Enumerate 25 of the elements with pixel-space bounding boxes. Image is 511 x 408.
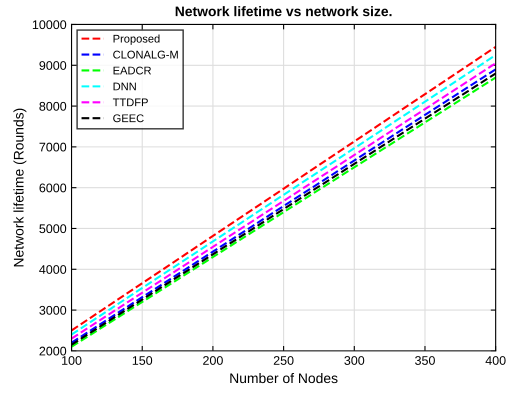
y-tick-label: 5000: [39, 224, 66, 234]
y-tick-label: 2000: [40, 346, 66, 356]
y-tick-label: 4000: [39, 265, 66, 274]
y-tick-label: 3000: [39, 306, 66, 315]
legend-label: TTDFP: [112, 98, 148, 106]
x-tick-label: 250: [274, 356, 294, 365]
x-tick-label: 350: [415, 356, 435, 365]
y-axis-title: Network lifetime (Rounds): [13, 108, 26, 266]
legend-label: CLONALG-M: [113, 50, 178, 59]
chart-title: Network lifetime vs network size.: [176, 6, 392, 16]
y-tick-label: 7000: [40, 142, 66, 152]
y-tick-label: 6000: [40, 183, 66, 192]
y-tick-label: 10000: [32, 20, 66, 30]
legend-label: Proposed: [114, 34, 160, 45]
legend-label: EADCR: [114, 66, 152, 74]
x-tick-label: 150: [132, 356, 152, 365]
x-tick-label: 200: [203, 356, 223, 365]
y-tick-label: 9000: [39, 61, 66, 70]
x-axis-title: Number of Nodes: [230, 372, 338, 384]
x-tick-label: 100: [62, 356, 82, 365]
legend-label: GEEC: [113, 114, 144, 122]
y-tick-label: 8000: [39, 102, 66, 111]
legend-label: DNN: [114, 82, 136, 90]
x-tick-label: 300: [344, 356, 364, 365]
x-tick-label: 400: [486, 356, 506, 365]
